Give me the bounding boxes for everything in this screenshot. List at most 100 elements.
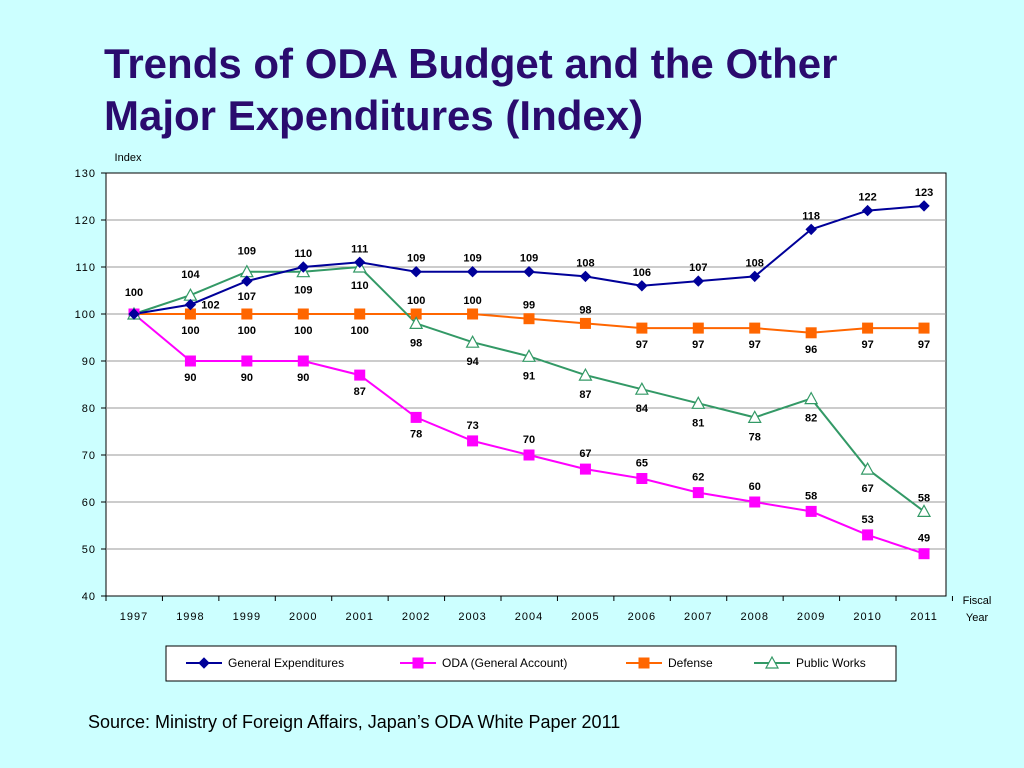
data-point	[918, 548, 930, 560]
x-axis: 1997 1998 1999 2000 2001 2002 2003 2004 2005 2006…	[105, 596, 953, 623]
data-point	[521, 349, 537, 362]
data-label: 109	[238, 246, 256, 258]
data-point	[636, 322, 648, 334]
data-label: 70	[523, 434, 535, 446]
series-markers	[126, 259, 932, 518]
data-point	[297, 355, 309, 367]
data-point	[691, 396, 706, 409]
data-point	[579, 317, 591, 329]
data-point	[634, 381, 649, 395]
data-label: 123	[915, 187, 933, 199]
series-markers	[128, 200, 930, 320]
x-tick-label: 1997	[120, 611, 148, 623]
legend-label: ODA (General Account)	[442, 656, 567, 670]
data-point	[241, 355, 253, 367]
data-label: 100	[238, 325, 256, 337]
data-label: 62	[692, 472, 704, 484]
data-label: 106	[633, 267, 651, 279]
data-point	[749, 496, 761, 508]
x-tick-label: 2003	[458, 611, 486, 623]
data-point	[241, 308, 253, 320]
series-markers	[128, 308, 930, 560]
data-label: 100	[407, 295, 425, 307]
data-point	[805, 505, 817, 517]
data-point	[198, 657, 210, 669]
x-tick-label: 2001	[345, 611, 373, 623]
data-label: 53	[861, 514, 873, 526]
data-point	[184, 355, 196, 367]
data-point	[465, 334, 480, 348]
data-label: 100	[125, 287, 143, 299]
data-point	[862, 529, 874, 541]
data-label: 91	[523, 370, 535, 382]
data-point	[297, 308, 309, 320]
legend-label: Public Works	[796, 656, 866, 670]
x-tick-label: 2006	[628, 611, 656, 623]
data-point	[805, 223, 817, 236]
data-point	[523, 265, 535, 278]
data-label: 78	[749, 431, 761, 443]
source-note: Source: Ministry of Foreign Affairs, Jap…	[88, 712, 621, 732]
legend-item: ODA (General Account)	[400, 656, 567, 670]
data-label: 109	[463, 253, 481, 265]
data-point	[862, 322, 874, 334]
x-tick-label: 2008	[740, 611, 768, 623]
data-point	[184, 308, 196, 320]
data-label: 109	[407, 253, 425, 265]
data-point	[747, 410, 762, 423]
data-point	[128, 308, 140, 320]
data-label: 97	[692, 339, 704, 351]
data-point	[860, 461, 875, 475]
data-point	[409, 316, 424, 329]
data-label: 110	[351, 280, 369, 292]
y-tick-label: 130	[75, 168, 96, 180]
data-label: 97	[918, 339, 930, 351]
data-label: 122	[858, 192, 876, 204]
y-tick-label: 50	[82, 544, 96, 556]
data-label: 58	[918, 492, 930, 504]
data-label: 90	[241, 372, 253, 384]
data-label: 84	[636, 403, 649, 415]
data-label: 108	[746, 257, 764, 269]
data-point	[412, 657, 424, 669]
title-line-2: Major Expenditures (Index)	[104, 92, 644, 139]
x-tick-label: 2007	[684, 611, 712, 623]
data-label: 60	[749, 481, 761, 493]
data-label: 96	[805, 344, 817, 356]
data-point	[410, 265, 422, 278]
data-label: 87	[579, 389, 591, 401]
data-point	[523, 449, 535, 461]
data-point	[467, 435, 479, 447]
legend-label: Defense	[668, 656, 713, 670]
data-point	[692, 487, 704, 499]
data-label: 100	[181, 325, 199, 337]
x-tick-label: 2011	[910, 611, 938, 623]
data-label: 99	[523, 300, 535, 312]
y-tick-label: 70	[82, 450, 96, 462]
data-label: 67	[579, 448, 591, 460]
y-tick-label: 40	[82, 591, 96, 603]
legend-label: General Expenditures	[228, 656, 344, 670]
data-label: 98	[579, 304, 591, 316]
data-point	[692, 322, 704, 334]
legend-box	[165, 645, 897, 682]
x-tick-label: 2009	[797, 611, 825, 623]
data-point	[354, 308, 366, 320]
legend: General Expenditures ODA (General Account…	[165, 645, 897, 682]
x-tick-label: 1999	[233, 611, 261, 623]
data-point	[466, 265, 479, 278]
data-point	[692, 275, 705, 287]
x-tick-label: 1998	[176, 611, 204, 623]
x-tick-label: 2000	[289, 611, 317, 623]
title-line-1: Trends of ODA Budget and the Other	[104, 40, 838, 87]
plot-area	[105, 172, 947, 597]
data-label: 73	[466, 420, 478, 432]
data-point	[749, 322, 761, 334]
data-label: 90	[184, 372, 196, 384]
series-markers	[128, 308, 930, 339]
data-label: 108	[576, 257, 594, 269]
data-point	[467, 308, 479, 320]
data-point	[918, 200, 930, 212]
